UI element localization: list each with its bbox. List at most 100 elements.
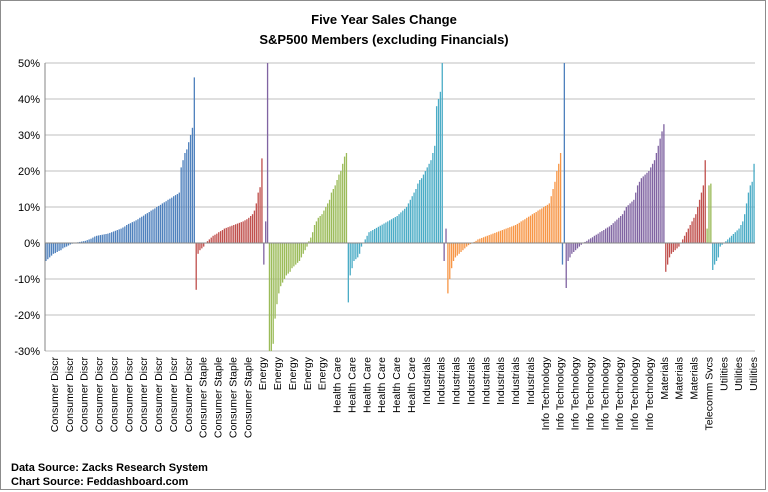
bar [302,243,304,254]
bar [606,227,609,243]
bar [116,230,118,243]
bar [219,231,222,243]
bar [387,221,389,243]
bar [629,203,631,243]
bar [278,243,280,294]
bar [161,203,164,243]
bar [588,239,590,243]
bar [141,216,143,243]
bar [377,226,380,243]
bar [580,243,582,245]
bar [392,218,395,243]
bar [231,225,233,243]
bar [191,127,194,243]
bar [47,243,49,260]
bars [45,63,755,351]
bar [473,241,475,243]
bar [291,243,293,269]
bar [67,243,70,246]
bar [126,225,128,243]
bar [522,220,524,243]
bar [543,207,545,243]
bar [569,243,571,258]
bar [338,174,340,243]
bar [479,238,481,243]
bar [683,235,686,243]
bar [689,225,691,243]
bar [86,240,88,243]
bar [567,243,569,261]
bar [665,243,667,272]
bar [621,214,624,243]
bar [182,160,184,243]
bar [142,215,145,243]
bar [317,217,319,243]
bar [518,222,520,243]
bar [576,243,579,249]
bar [511,226,513,243]
bar [94,236,96,243]
bar [623,210,626,243]
bar [749,185,751,243]
bar [233,225,235,243]
chart-title: Five Year Sales Change [311,12,457,27]
x-category-label: Utilities [733,357,745,391]
bar [541,208,543,243]
bar [528,216,530,243]
bar [657,145,659,243]
bar [197,243,199,254]
bar [443,243,445,261]
x-category-label: Energy [302,356,314,390]
x-category-label: Health Care [346,357,358,413]
bar [631,201,633,243]
bar [135,220,137,243]
x-category-label: Energy [272,356,284,390]
x-category-label: Materials [674,357,686,400]
bar [400,212,402,243]
bar [105,234,107,243]
bar [223,228,226,243]
bar [663,124,665,243]
bar [345,153,348,243]
bar [559,153,562,243]
bar [544,205,547,243]
bar [50,243,53,256]
y-tick-label: -30% [14,346,40,358]
x-category-label: Info Technology [555,356,567,430]
bar [274,243,276,319]
bar [717,243,720,258]
bar [496,232,498,243]
bar [697,207,699,243]
bar [293,243,295,267]
bar [266,63,269,243]
bar [667,243,669,265]
bar [605,228,607,243]
bar [109,232,111,243]
bar [612,223,614,243]
bar [150,210,152,243]
x-category-label: Industrials [495,357,507,405]
x-category-label: Energy [317,356,329,390]
bar [189,135,192,243]
bar [62,243,64,249]
bar [118,229,120,243]
bar [441,63,443,243]
bar [554,181,556,243]
bar [492,233,494,243]
bar [417,183,419,243]
bar [640,178,643,243]
bar [159,204,162,243]
bar [601,231,603,243]
bar [467,243,470,246]
bar [122,227,124,243]
x-category-label: Industrials [436,357,448,405]
bar [298,243,301,261]
x-category-label: Consumer Discr [138,356,150,432]
x-category-label: Info Technology [644,356,656,430]
bar [539,209,541,243]
bar [411,196,413,243]
bar [700,192,703,243]
bar [620,216,622,243]
bar [173,196,175,243]
bar [225,227,227,243]
